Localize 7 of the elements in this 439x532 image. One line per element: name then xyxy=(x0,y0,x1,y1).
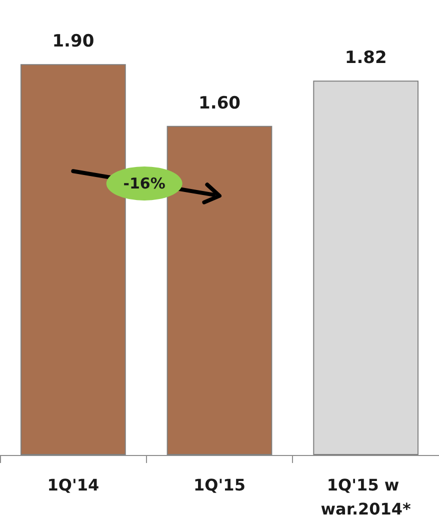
x-tick-label: 1Q'14 xyxy=(47,476,100,494)
data-label: 1.90 xyxy=(52,32,94,52)
data-label: 1.60 xyxy=(198,93,241,114)
x-tick-label: 1Q'15 w war.2014* xyxy=(320,476,412,518)
annotation: -16% xyxy=(123,174,166,192)
data-label: 1.82 xyxy=(344,48,387,68)
x-tick-label: 1Q'15 xyxy=(194,476,246,494)
